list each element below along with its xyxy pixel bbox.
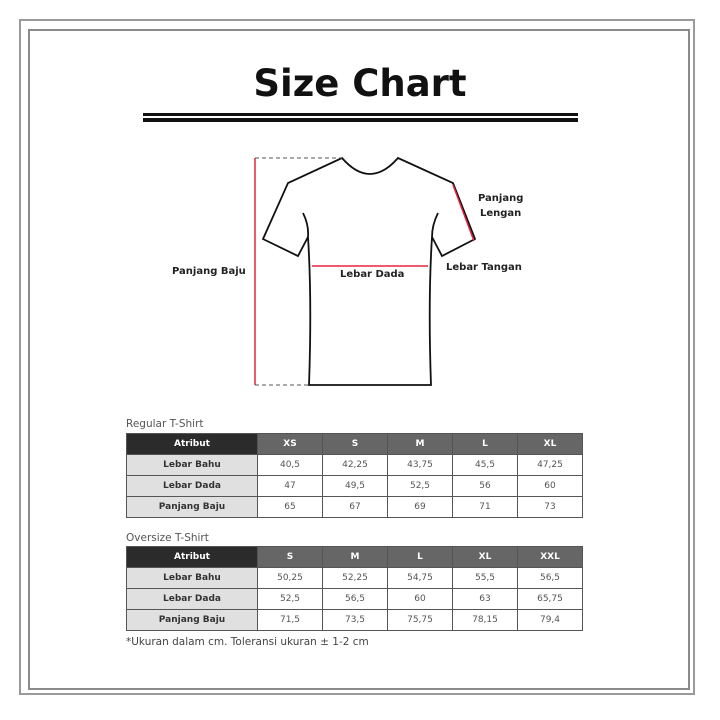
title-rule bbox=[143, 113, 578, 116]
cell: 45,5 bbox=[452, 454, 518, 476]
header-cell: XS bbox=[257, 433, 323, 455]
cell: 52,5 bbox=[257, 588, 323, 610]
table-row: Panjang Baju 71,5 73,5 75,75 78,15 79,4 bbox=[126, 609, 583, 631]
oversize-caption: Oversize T-Shirt bbox=[126, 532, 209, 544]
cell: 56,5 bbox=[517, 567, 583, 589]
cell: 47,25 bbox=[517, 454, 583, 476]
row-label: Panjang Baju bbox=[126, 609, 258, 631]
header-cell: M bbox=[387, 433, 453, 455]
cell: 69 bbox=[387, 496, 453, 518]
cell: 73 bbox=[517, 496, 583, 518]
header-cell: S bbox=[322, 433, 388, 455]
cell: 54,75 bbox=[387, 567, 453, 589]
table-row: Lebar Bahu 40,5 42,25 43,75 45,5 47,25 bbox=[126, 454, 583, 476]
table-header: Atribut XS S M L XL bbox=[126, 433, 583, 455]
panjang-lengan-line bbox=[452, 184, 475, 242]
cell: 75,75 bbox=[387, 609, 453, 631]
header-cell: Atribut bbox=[126, 546, 258, 568]
header-cell: Atribut bbox=[126, 433, 258, 455]
cell: 52,5 bbox=[387, 475, 453, 497]
label-panjang-baju: Panjang Baju bbox=[172, 266, 246, 277]
cell: 71,5 bbox=[257, 609, 323, 631]
row-label: Panjang Baju bbox=[126, 496, 258, 518]
table-row: Panjang Baju 65 67 69 71 73 bbox=[126, 496, 583, 518]
row-label: Lebar Dada bbox=[126, 588, 258, 610]
header-cell: XXL bbox=[517, 546, 583, 568]
cell: 55,5 bbox=[452, 567, 518, 589]
header-cell: XL bbox=[452, 546, 518, 568]
row-label: Lebar Dada bbox=[126, 475, 258, 497]
regular-size-table: Atribut XS S M L XL Lebar Bahu 40,5 42,25 4… bbox=[126, 433, 583, 518]
cell: 60 bbox=[517, 475, 583, 497]
table-header: Atribut S M L XL XXL bbox=[126, 546, 583, 568]
inner-frame bbox=[28, 29, 690, 690]
outer-frame bbox=[19, 19, 695, 695]
label-lengan: Lengan bbox=[480, 208, 522, 219]
label-lebar-tangan: Lebar Tangan bbox=[446, 262, 522, 273]
cell: 79,4 bbox=[517, 609, 583, 631]
label-panjang: Panjang bbox=[478, 193, 524, 204]
cell: 52,25 bbox=[322, 567, 388, 589]
cell: 73,5 bbox=[322, 609, 388, 631]
row-label: Lebar Bahu bbox=[126, 567, 258, 589]
row-label: Lebar Bahu bbox=[126, 454, 258, 476]
oversize-size-table: Atribut S M L XL XXL Lebar Bahu 50,25 52,2… bbox=[126, 546, 583, 631]
table-row: Lebar Dada 47 49,5 52,5 56 60 bbox=[126, 475, 583, 497]
header-cell: XL bbox=[517, 433, 583, 455]
cell: 42,25 bbox=[322, 454, 388, 476]
header-cell: L bbox=[387, 546, 453, 568]
cell: 43,75 bbox=[387, 454, 453, 476]
table-row: Lebar Bahu 50,25 52,25 54,75 55,5 56,5 bbox=[126, 567, 583, 589]
cell: 78,15 bbox=[452, 609, 518, 631]
cell: 60 bbox=[387, 588, 453, 610]
header-cell: S bbox=[257, 546, 323, 568]
cell: 40,5 bbox=[257, 454, 323, 476]
label-lebar-dada: Lebar Dada bbox=[340, 269, 405, 280]
cell: 47 bbox=[257, 475, 323, 497]
cell: 50,25 bbox=[257, 567, 323, 589]
tolerance-note: *Ukuran dalam cm. Toleransi ukuran ± 1-2… bbox=[126, 636, 369, 648]
table-row: Lebar Dada 52,5 56,5 60 63 65,75 bbox=[126, 588, 583, 610]
cell: 71 bbox=[452, 496, 518, 518]
title-rule-thick bbox=[143, 118, 578, 122]
cell: 65 bbox=[257, 496, 323, 518]
page-title: Size Chart bbox=[253, 62, 467, 105]
cell: 63 bbox=[452, 588, 518, 610]
cell: 65,75 bbox=[517, 588, 583, 610]
cell: 49,5 bbox=[322, 475, 388, 497]
header-cell: M bbox=[322, 546, 388, 568]
cell: 56 bbox=[452, 475, 518, 497]
cell: 67 bbox=[322, 496, 388, 518]
header-cell: L bbox=[452, 433, 518, 455]
regular-caption: Regular T-Shirt bbox=[126, 418, 204, 430]
cell: 56,5 bbox=[322, 588, 388, 610]
tshirt-outline bbox=[261, 156, 477, 386]
